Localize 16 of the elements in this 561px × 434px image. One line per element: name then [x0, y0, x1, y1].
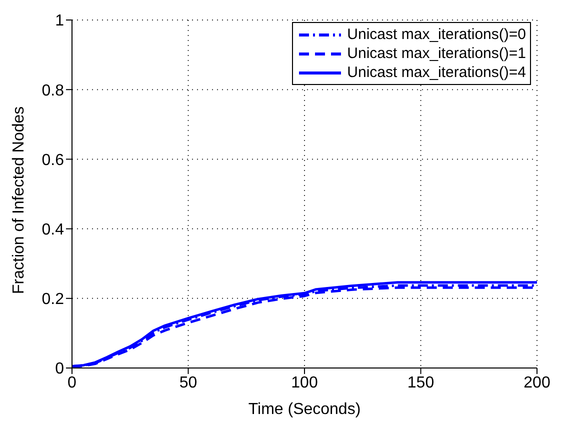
legend-label: Unicast max_iterations()=1 [347, 44, 526, 63]
y-tick-label: 0.6 [42, 152, 64, 169]
x-tick-label: 100 [291, 374, 318, 392]
x-tick-label: 0 [68, 374, 77, 392]
y-tick-label: 0.8 [42, 82, 64, 100]
y-tick-label: 1 [55, 12, 64, 30]
legend-label: Unicast max_iterations()=0 [347, 25, 526, 44]
x-tick-label: 50 [179, 374, 198, 392]
x-axis-title: Time (Seconds) [248, 401, 361, 418]
x-tick-label: 200 [524, 374, 550, 392]
y-tick-label: 0.2 [42, 291, 64, 308]
y-axis-title: Fraction of Infected Nodes [10, 106, 28, 294]
x-tick-label: 150 [407, 374, 434, 392]
y-tick-label: 0.4 [42, 221, 64, 238]
legend-label: Unicast max_iterations()=4 [347, 63, 526, 82]
y-tick-label: 0 [55, 360, 64, 378]
